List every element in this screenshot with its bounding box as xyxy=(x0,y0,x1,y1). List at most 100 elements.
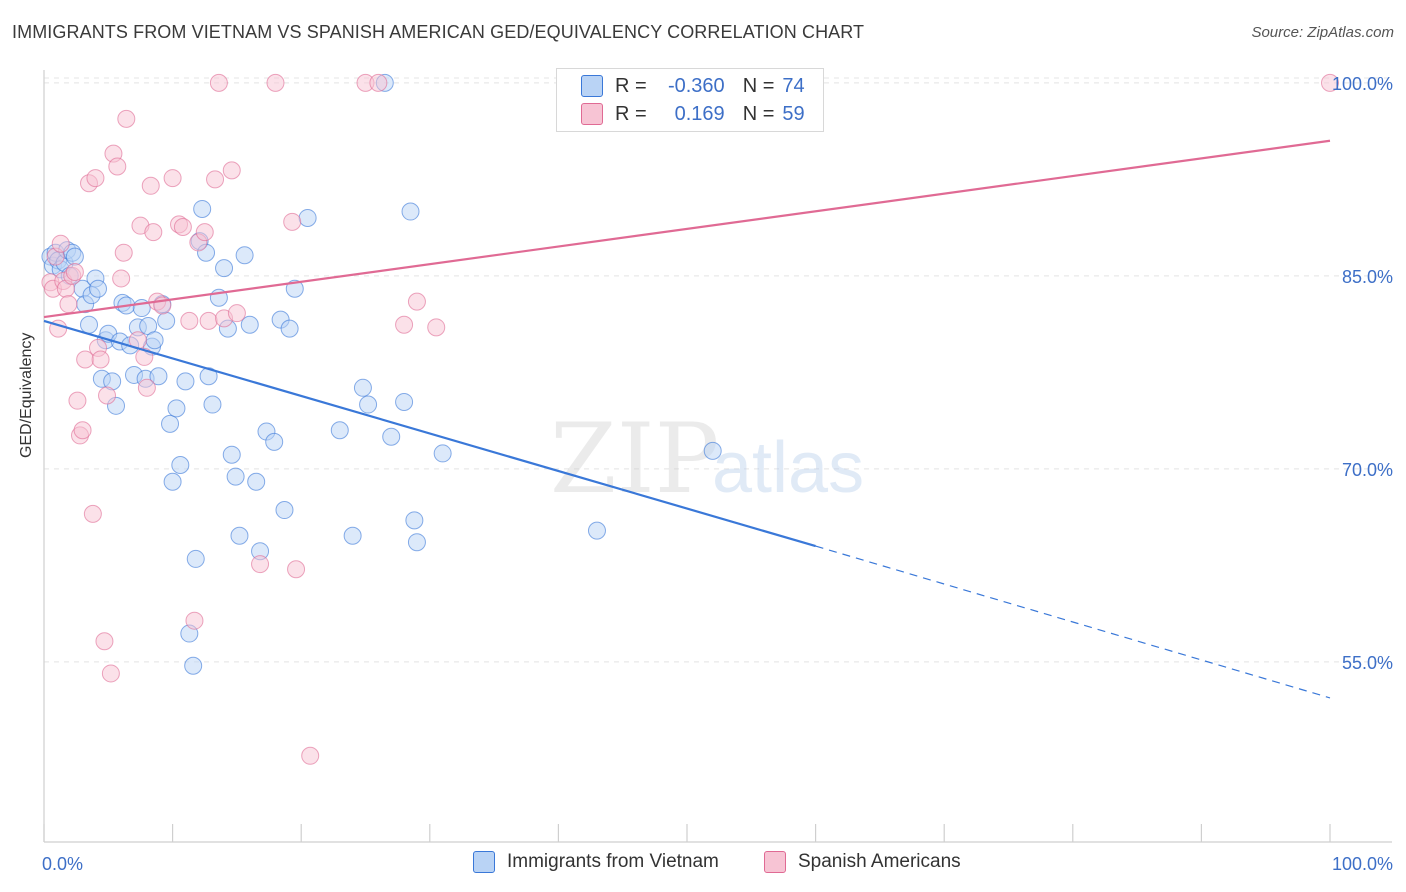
vietnam-point xyxy=(359,395,378,414)
legend-swatch-pink xyxy=(581,103,603,125)
bottom-legend-label: Immigrants from Vietnam xyxy=(507,851,719,872)
vietnam-point xyxy=(163,472,182,491)
spanish-point xyxy=(1321,73,1339,92)
spanish-point xyxy=(199,311,218,330)
spanish-point xyxy=(137,378,156,397)
legend-r-label: R = xyxy=(615,74,647,97)
chart-title: IMMIGRANTS FROM VIETNAM VS SPANISH AMERI… xyxy=(12,22,865,42)
vietnam-point xyxy=(149,367,168,386)
spanish-point xyxy=(108,157,127,176)
legend-n-value: 74 xyxy=(782,74,805,97)
vietnam-point xyxy=(199,367,218,386)
spanish-point xyxy=(86,169,105,188)
y-axis-label: GED/Equivalency xyxy=(18,332,35,458)
vietnam-point xyxy=(401,202,420,221)
vietnam-point xyxy=(65,247,84,266)
spanish-point xyxy=(59,295,78,314)
spanish-point xyxy=(65,263,84,282)
vietnam-point xyxy=(157,311,176,330)
vietnam-point xyxy=(247,472,266,491)
trend-line-spanish xyxy=(43,139,1331,319)
vietnam-point xyxy=(330,421,349,440)
vietnam-point xyxy=(343,526,362,545)
source-label: Source: ZipAtlas.com xyxy=(1251,24,1394,41)
legend-row-vietnam: R = -0.360 N = 74 xyxy=(581,73,805,99)
bottom-legend: Immigrants from Vietnam Spanish American… xyxy=(0,851,1406,877)
vietnam-point xyxy=(353,378,372,397)
spanish-point xyxy=(51,234,70,253)
vietnam-point xyxy=(235,246,254,265)
legend-n-label: N = xyxy=(742,102,775,125)
vietnam-point xyxy=(382,427,401,446)
spanish-point xyxy=(369,73,388,92)
trend-lines xyxy=(43,139,1331,699)
spanish-point xyxy=(112,269,131,288)
legend-n-label: N = xyxy=(742,74,775,97)
spanish-point xyxy=(83,504,102,523)
spanish-point xyxy=(395,315,414,334)
vietnam-point xyxy=(203,395,222,414)
vietnam-point xyxy=(184,656,203,675)
bottom-legend-label: Spanish Americans xyxy=(798,851,961,872)
x-tick-label-max: 100.0% xyxy=(1332,854,1393,874)
spanish-point xyxy=(195,223,214,242)
legend-r-label: R = xyxy=(615,102,647,125)
vietnam-point xyxy=(587,521,606,540)
spanish-point xyxy=(73,421,92,440)
vietnam-point xyxy=(89,279,108,298)
spanish-point xyxy=(287,560,306,579)
watermark-zip: ZIP xyxy=(550,403,719,515)
vietnam-point xyxy=(186,549,205,568)
spanish-point xyxy=(98,386,117,405)
spanish-point xyxy=(68,391,87,410)
grid-lines xyxy=(44,77,1392,663)
vietnam-point xyxy=(395,392,414,411)
trend-line-vietnam-extension xyxy=(815,545,1331,699)
vietnam-point xyxy=(285,279,304,298)
spanish-point xyxy=(301,746,320,765)
vietnam-point xyxy=(433,444,452,463)
bottom-legend-swatch-pink xyxy=(764,851,786,873)
y-tick-label: 85.0% xyxy=(1342,267,1393,287)
tick-labels: 55.0% 70.0% 85.0% 100.0% 0.0% 100.0% xyxy=(42,74,1393,874)
vietnam-point xyxy=(240,315,259,334)
vietnam-point xyxy=(171,456,190,475)
spanish-point xyxy=(206,170,225,189)
x-tick-label-min: 0.0% xyxy=(42,854,83,874)
vietnam-point xyxy=(265,432,284,451)
stats-legend: R = -0.360 N = 74 R = 0.169 N = 59 xyxy=(556,68,824,132)
spanish-point xyxy=(283,212,302,231)
vietnam-point xyxy=(80,315,99,334)
trend-line-vietnam xyxy=(43,319,816,548)
spanish-point xyxy=(209,73,228,92)
spanish-point xyxy=(427,318,446,337)
axes xyxy=(43,70,1392,843)
spanish-point xyxy=(144,223,163,242)
vietnam-point xyxy=(703,441,722,460)
spanish-point xyxy=(173,217,192,236)
spanish-point xyxy=(163,169,182,188)
legend-r-value: -0.360 xyxy=(667,74,725,97)
bottom-legend-swatch-blue xyxy=(473,851,495,873)
spanish-point xyxy=(91,350,110,369)
y-tick-label: 55.0% xyxy=(1342,653,1393,673)
spanish-point xyxy=(180,311,199,330)
vietnam-point xyxy=(167,399,186,418)
vietnam-point xyxy=(193,199,212,218)
spanish-point xyxy=(114,243,133,262)
spanish-point xyxy=(141,176,160,195)
vietnam-point xyxy=(161,414,180,433)
vietnam-point xyxy=(145,331,164,350)
bottom-legend-spanish: Spanish Americans xyxy=(764,851,961,873)
spanish-point xyxy=(227,304,246,323)
vietnam-point xyxy=(222,445,241,464)
vietnam-point xyxy=(298,208,317,227)
vietnam-point xyxy=(230,526,249,545)
legend-swatch-blue xyxy=(581,75,603,97)
spanish-point xyxy=(222,161,241,180)
watermark: ZIP atlas xyxy=(550,403,864,515)
spanish-point xyxy=(185,611,204,630)
y-tick-label: 100.0% xyxy=(1332,74,1393,94)
spanish-point xyxy=(251,555,270,574)
legend-r-value: 0.169 xyxy=(674,102,725,125)
